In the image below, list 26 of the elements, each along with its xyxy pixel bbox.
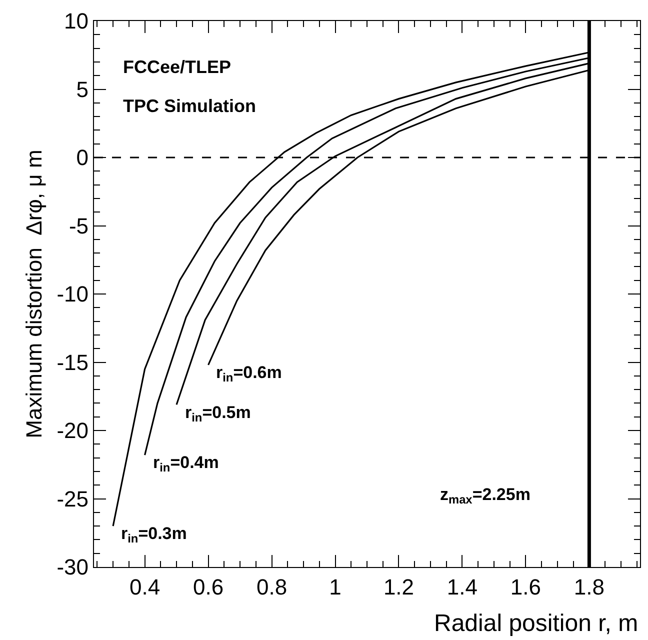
x-tick-label: 1.4 [446, 574, 478, 600]
y-tick-label: 5 [76, 76, 88, 102]
x-tick-label: 1.8 [574, 574, 605, 600]
series-label: r$_{in}$=0.5m [185, 403, 251, 425]
y-tick-label: -15 [56, 350, 88, 375]
x-tick-label: 1 [329, 574, 342, 600]
x-tick-label: 0.4 [129, 574, 160, 600]
y-tick-label: -10 [56, 282, 88, 307]
y-tick-label: -5 [68, 213, 88, 238]
annotation: FCCee/TLEP [123, 57, 232, 77]
x-tick-label: 0.8 [256, 574, 288, 600]
y-tick-label: 0 [76, 145, 88, 170]
x-tick-label: 0.6 [192, 574, 224, 600]
y-axis-title: Maximum distortion Δrφ, μ m [22, 150, 47, 438]
annotation: z$_{max}$=2.25m [440, 485, 530, 507]
y-tick-label: -20 [56, 418, 88, 444]
annotation: TPC Simulation [123, 96, 256, 116]
x-tick-label: 1.2 [383, 574, 414, 600]
x-axis-title: Radial position r, m [434, 610, 638, 637]
series-label: r$_{in}$=0.4m [153, 453, 219, 475]
series-label: r$_{in}$=0.6m [216, 363, 282, 385]
y-tick-label: -30 [56, 554, 88, 580]
x-tick-label: 1.6 [510, 574, 542, 600]
y-tick-label: -25 [56, 486, 88, 512]
y-tick-label: 10 [64, 8, 88, 34]
series-label: r$_{in}$=0.3m [121, 524, 187, 546]
